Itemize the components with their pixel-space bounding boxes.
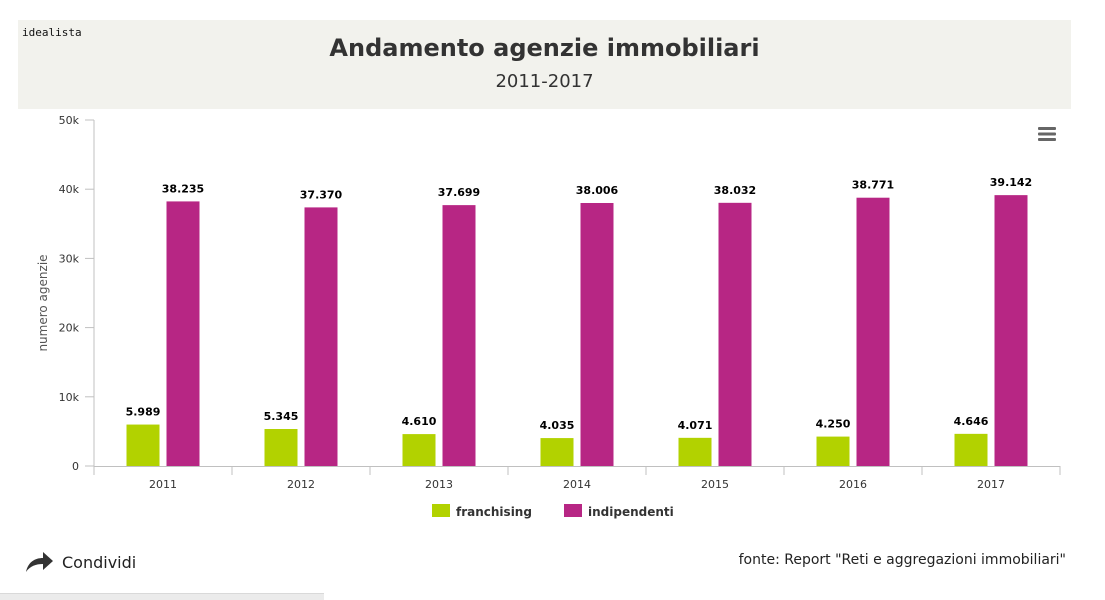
bottom-divider: [0, 593, 324, 600]
share-label: Condividi: [62, 552, 137, 572]
chart-title: Andamento agenzie immobiliari: [329, 34, 760, 62]
y-tick-label: 10k: [59, 391, 80, 404]
data-label-indipendenti: 38.235: [162, 182, 204, 195]
data-label-franchising: 5.345: [264, 410, 299, 423]
data-label-franchising: 4.071: [678, 419, 713, 432]
data-label-franchising: 4.610: [402, 415, 437, 428]
data-label-indipendenti: 39.142: [990, 176, 1032, 189]
data-label-indipendenti: 38.771: [852, 179, 894, 192]
data-label-indipendenti: 37.370: [300, 188, 343, 201]
data-label-franchising: 4.035: [540, 419, 575, 432]
y-tick-label: 30k: [59, 252, 80, 265]
bar-indipendenti: [994, 195, 1028, 466]
share-button[interactable]: Condividi: [24, 551, 136, 573]
chart-subtitle: 2011-2017: [495, 71, 594, 92]
data-label-indipendenti: 37.699: [438, 186, 480, 199]
bar-franchising: [402, 434, 436, 466]
legend-swatch-indipendenti: [564, 504, 582, 517]
y-tick-label: 40k: [59, 183, 80, 196]
bar-franchising: [816, 436, 850, 466]
brand-logo: idealista: [22, 26, 82, 39]
bar-chart: 0 10k 20k 30k 40k 50k numero agenzie 2011 5.989 3…: [36, 114, 1061, 519]
bar-indipendenti: [304, 207, 338, 466]
x-tick-label: 2012: [287, 478, 315, 491]
legend-swatch-franchising: [432, 504, 450, 517]
chart-menu-icon[interactable]: [1038, 127, 1056, 141]
y-tick-label: 20k: [59, 322, 80, 335]
x-tick-label: 2015: [701, 478, 729, 491]
bar-franchising: [954, 433, 988, 466]
share-arrow-icon: [26, 552, 53, 572]
x-tick-label: 2011: [149, 478, 177, 491]
bar-indipendenti: [856, 197, 890, 466]
y-tick-label: 50k: [59, 114, 80, 127]
bar-franchising: [264, 429, 298, 466]
data-label-franchising: 4.250: [816, 418, 851, 431]
chart-header: idealista Andamento agenzie immobiliari …: [18, 20, 1071, 109]
data-label-franchising: 4.646: [954, 415, 989, 428]
source-note: fonte: Report "Reti e aggregazioni immob…: [738, 552, 1066, 568]
bar-franchising: [678, 437, 712, 466]
bar-indipendenti: [166, 201, 200, 466]
legend-label-franchising: franchising: [456, 505, 532, 519]
x-tick-label: 2014: [563, 478, 591, 491]
x-tick-label: 2013: [425, 478, 453, 491]
bar-indipendenti: [442, 205, 476, 466]
x-tick-label: 2017: [977, 478, 1005, 491]
y-axis-title: numero agenzie: [36, 254, 50, 351]
data-label-franchising: 5.989: [126, 406, 161, 419]
bar-franchising: [126, 424, 160, 466]
data-label-indipendenti: 38.006: [576, 184, 619, 197]
bar-indipendenti: [580, 202, 614, 466]
bar-franchising: [540, 438, 574, 466]
bar-indipendenti: [718, 202, 752, 467]
legend-label-indipendenti: indipendenti: [588, 505, 674, 519]
data-label-indipendenti: 38.032: [714, 184, 756, 197]
y-tick-label: 0: [72, 460, 79, 473]
x-tick-label: 2016: [839, 478, 867, 491]
